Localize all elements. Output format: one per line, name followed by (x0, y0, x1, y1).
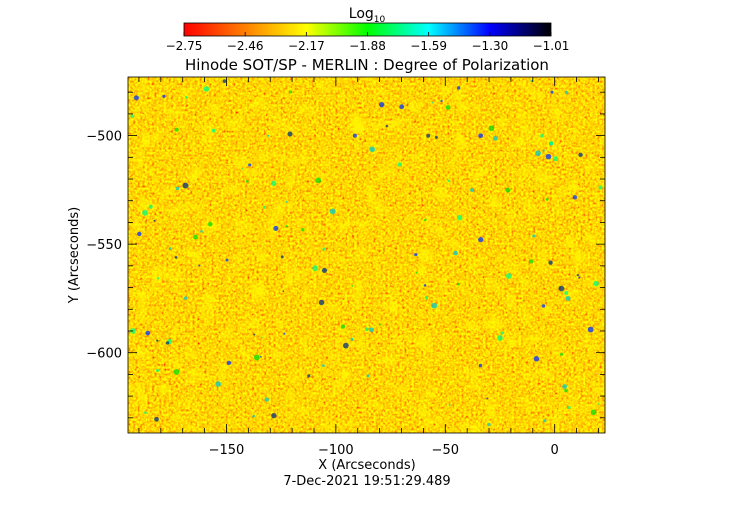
axis-ticks: −150 −100 −50 0−500−550−600 (86, 77, 605, 458)
plot-frame (127, 76, 606, 434)
colorbar-tick-label: −1.88 (349, 39, 386, 53)
x-tick-label: −150 (209, 443, 245, 458)
y-tick-label: −600 (86, 347, 122, 362)
y-tick-label: −550 (86, 238, 122, 253)
timestamp: 7-Dec-2021 19:51:29.489 (283, 474, 450, 489)
colorbar-tick-label: −1.30 (471, 39, 508, 53)
x-axis-label: X (Arcseconds) (318, 458, 415, 473)
colorbar-tick-label: −2.46 (227, 39, 264, 53)
colorbar-tick-label: −1.59 (410, 39, 447, 53)
colorbar-tick-label: −2.17 (288, 39, 325, 53)
y-axis-label: Y (Arcseconds) (67, 207, 82, 304)
x-tick-label: 0 (551, 443, 559, 458)
colorbar-label: Log10 (349, 6, 386, 25)
polarization-map (128, 77, 605, 433)
colorbar-ticks: −2.75 −2.46 −2.17 −1.88 −1.59 −1.30 −1.01 (166, 32, 570, 53)
colorbar-tick-label: −1.01 (533, 39, 570, 53)
y-tick-label: −500 (86, 130, 122, 145)
x-tick-label: −50 (432, 443, 459, 458)
chart-title: Hinode SOT/SP - MERLIN : Degree of Polar… (185, 56, 549, 74)
x-tick-label: −100 (318, 443, 354, 458)
colorbar-tick-label: −2.75 (166, 39, 203, 53)
